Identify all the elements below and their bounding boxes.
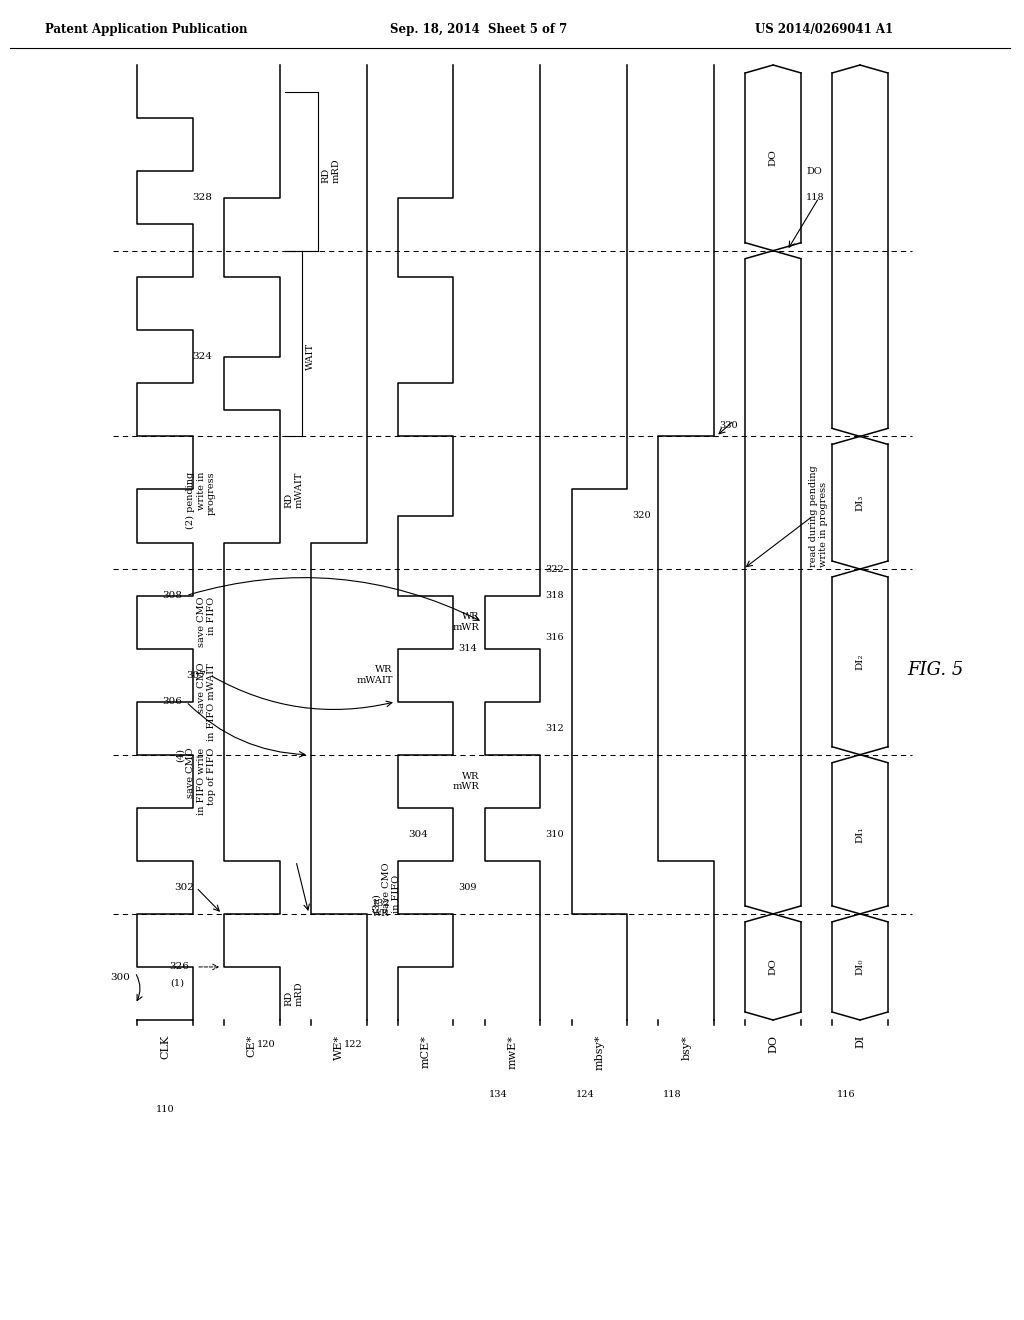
Text: 118: 118 [663, 1090, 681, 1100]
Text: 304: 304 [409, 830, 428, 838]
Text: DO: DO [769, 958, 777, 975]
Text: 314: 314 [459, 644, 477, 653]
Text: mbsy*: mbsy* [594, 1035, 604, 1071]
Text: 132: 132 [372, 899, 390, 908]
Text: 302: 302 [174, 883, 195, 892]
Text: (1): (1) [170, 978, 184, 987]
Text: Sep. 18, 2014  Sheet 5 of 7: Sep. 18, 2014 Sheet 5 of 7 [390, 24, 567, 37]
Text: DI₂: DI₂ [855, 653, 864, 671]
Text: DI₀: DI₀ [855, 958, 864, 975]
Text: 110: 110 [156, 1105, 174, 1114]
Text: DO: DO [768, 1035, 778, 1053]
Text: DI₃: DI₃ [855, 495, 864, 511]
Text: 322: 322 [546, 565, 564, 573]
Text: (2) pending
write in
progress: (2) pending write in progress [186, 471, 216, 529]
Text: 326: 326 [169, 962, 189, 972]
Text: 318: 318 [546, 591, 564, 601]
Text: DI: DI [855, 1035, 865, 1048]
Text: WR
mWAIT: WR mWAIT [356, 665, 393, 685]
Text: (3a)
save CMO
in FIFO: (3a) save CMO in FIFO [372, 862, 401, 912]
Text: bsy*: bsy* [681, 1035, 691, 1060]
Text: mwE*: mwE* [508, 1035, 517, 1069]
Text: DO: DO [806, 166, 821, 176]
Text: 124: 124 [575, 1090, 594, 1100]
Text: save CMO
in FIFO: save CMO in FIFO [197, 597, 216, 647]
Text: 309: 309 [459, 883, 477, 892]
Text: 312: 312 [546, 723, 564, 733]
Text: 122: 122 [344, 1040, 362, 1049]
Text: 316: 316 [546, 634, 564, 643]
Text: WAIT: WAIT [306, 343, 314, 371]
Text: DI₁: DI₁ [855, 826, 864, 842]
Text: 324: 324 [193, 352, 212, 362]
Text: WR
mWR: WR mWR [453, 772, 479, 791]
Text: 120: 120 [257, 1040, 275, 1049]
Text: WE*: WE* [334, 1035, 344, 1060]
Text: CE*: CE* [247, 1035, 257, 1057]
Text: 134: 134 [488, 1090, 508, 1100]
Text: RD
mRD: RD mRD [285, 981, 304, 1006]
Text: 118: 118 [806, 193, 824, 202]
Text: DO: DO [769, 149, 777, 166]
Text: (4)
save CMO
in FIFO write
top of FIFO: (4) save CMO in FIFO write top of FIFO [176, 747, 216, 814]
Text: CLK: CLK [160, 1035, 170, 1059]
Text: mCE*: mCE* [421, 1035, 431, 1068]
Text: 330: 330 [719, 421, 737, 430]
Text: 306: 306 [162, 697, 182, 706]
Text: RD
mWAIT: RD mWAIT [285, 471, 304, 508]
Text: US 2014/0269041 A1: US 2014/0269041 A1 [755, 24, 893, 37]
Text: 116: 116 [837, 1090, 855, 1100]
Text: Patent Application Publication: Patent Application Publication [45, 24, 248, 37]
Text: 320: 320 [632, 511, 651, 520]
Text: RD
mRD: RD mRD [322, 158, 341, 183]
Text: FIG. 5: FIG. 5 [907, 661, 964, 678]
Text: WR
mWR: WR mWR [453, 612, 479, 632]
Text: read during pending
write in progress: read during pending write in progress [809, 465, 828, 566]
Text: 307: 307 [186, 671, 206, 680]
Text: 308: 308 [162, 591, 182, 601]
Text: save CMO
in FIFO mWAIT: save CMO in FIFO mWAIT [197, 663, 216, 741]
Text: 328: 328 [193, 193, 212, 202]
Text: 300: 300 [111, 973, 130, 982]
Text: WR: WR [372, 909, 389, 919]
Text: 310: 310 [546, 830, 564, 838]
